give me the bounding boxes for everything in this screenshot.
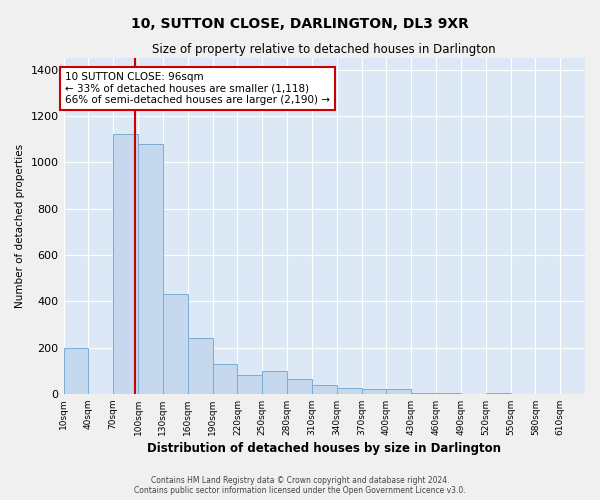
- Bar: [411, 392, 436, 394]
- Bar: [212, 364, 238, 394]
- X-axis label: Distribution of detached houses by size in Darlington: Distribution of detached houses by size …: [147, 442, 501, 455]
- Bar: [238, 376, 262, 394]
- Y-axis label: Number of detached properties: Number of detached properties: [15, 144, 25, 308]
- Bar: [163, 294, 188, 394]
- Bar: [312, 384, 337, 394]
- Bar: [337, 388, 362, 394]
- Bar: [262, 370, 287, 394]
- Bar: [188, 338, 212, 394]
- Text: 10, SUTTON CLOSE, DARLINGTON, DL3 9XR: 10, SUTTON CLOSE, DARLINGTON, DL3 9XR: [131, 18, 469, 32]
- Bar: [138, 144, 163, 394]
- Bar: [485, 392, 511, 394]
- Bar: [362, 389, 386, 394]
- Title: Size of property relative to detached houses in Darlington: Size of property relative to detached ho…: [152, 42, 496, 56]
- Bar: [113, 134, 138, 394]
- Bar: [386, 389, 411, 394]
- Text: Contains HM Land Registry data © Crown copyright and database right 2024.
Contai: Contains HM Land Registry data © Crown c…: [134, 476, 466, 495]
- Bar: [287, 379, 312, 394]
- Text: 10 SUTTON CLOSE: 96sqm
← 33% of detached houses are smaller (1,118)
66% of semi-: 10 SUTTON CLOSE: 96sqm ← 33% of detached…: [65, 72, 330, 105]
- Bar: [64, 348, 88, 394]
- Bar: [436, 392, 461, 394]
